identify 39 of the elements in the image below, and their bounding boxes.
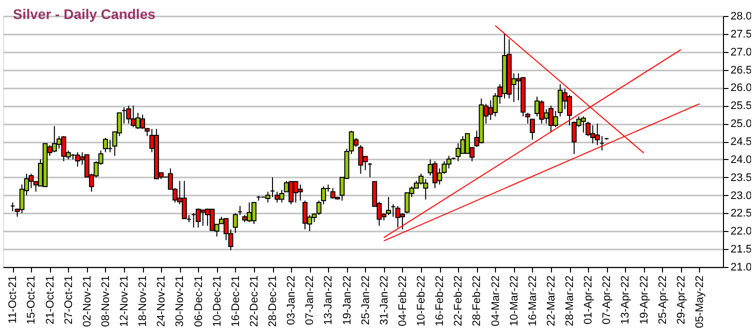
x-tick-label: 13-Apr-22 bbox=[620, 276, 632, 324]
x-tick-label: 11-Oct-21 bbox=[7, 276, 20, 324]
x-tick-label: 18-Nov-21 bbox=[137, 276, 150, 327]
x-tick-label: 27-Oct-21 bbox=[62, 276, 75, 324]
x-tick-label: 22-Mar-22 bbox=[545, 276, 558, 326]
x-tick-label: 28-Dec-21 bbox=[267, 276, 280, 327]
x-tick-label: 05-May-22 bbox=[694, 276, 706, 328]
x-tick-label: 01-Apr-22 bbox=[582, 276, 595, 324]
x-tick-label: 12-Nov-21 bbox=[118, 276, 131, 327]
x-tick-label: 10-Mar-22 bbox=[508, 276, 520, 326]
x-tick-label: 28-Mar-22 bbox=[564, 276, 576, 326]
x-tick-label: 22-Feb-22 bbox=[452, 276, 465, 326]
x-tick-label: 21-Oct-21 bbox=[44, 276, 56, 324]
x-tick-label: 16-Mar-22 bbox=[526, 276, 539, 326]
x-tick-label: 22-Dec-21 bbox=[248, 276, 260, 327]
x-tick-label: 28-Feb-22 bbox=[471, 276, 484, 326]
x-tick-label: 25-Jan-22 bbox=[360, 276, 372, 326]
x-tick-label: 16-Feb-22 bbox=[434, 276, 446, 326]
x-tick-label: 29-Apr-22 bbox=[675, 276, 688, 324]
x-tick-label: 03-Jan-22 bbox=[286, 276, 298, 326]
x-tick-label: 16-Dec-21 bbox=[230, 276, 242, 327]
x-tick-label: 19-Apr-22 bbox=[638, 276, 650, 324]
x-tick-label: 07-Jan-22 bbox=[304, 276, 316, 326]
x-tick-label: 07-Apr-22 bbox=[601, 276, 614, 324]
x-tick-label: 25-Apr-22 bbox=[656, 276, 669, 324]
x-tick-label: 06-Dec-21 bbox=[192, 276, 205, 327]
x-tick-label: 31-Jan-22 bbox=[378, 276, 390, 326]
x-tick-label: 30-Nov-21 bbox=[174, 276, 186, 327]
x-tick-label: 19-Jan-22 bbox=[341, 276, 354, 326]
x-tick-label: 10-Dec-21 bbox=[211, 276, 224, 327]
x-tick-label: 24-Nov-21 bbox=[156, 276, 168, 327]
chart-title: Silver - Daily Candles bbox=[13, 6, 156, 22]
x-tick-label: 02-Nov-21 bbox=[81, 276, 94, 327]
x-tick-label: 13-Jan-22 bbox=[322, 276, 335, 326]
x-tick-label: 04-Feb-22 bbox=[396, 276, 409, 326]
x-tick-label: 15-Oct-21 bbox=[26, 276, 38, 324]
x-tick-label: 08-Nov-21 bbox=[100, 276, 112, 327]
x-tick-label: 04-Mar-22 bbox=[490, 276, 502, 326]
x-tick-label: 10-Feb-22 bbox=[416, 276, 428, 326]
